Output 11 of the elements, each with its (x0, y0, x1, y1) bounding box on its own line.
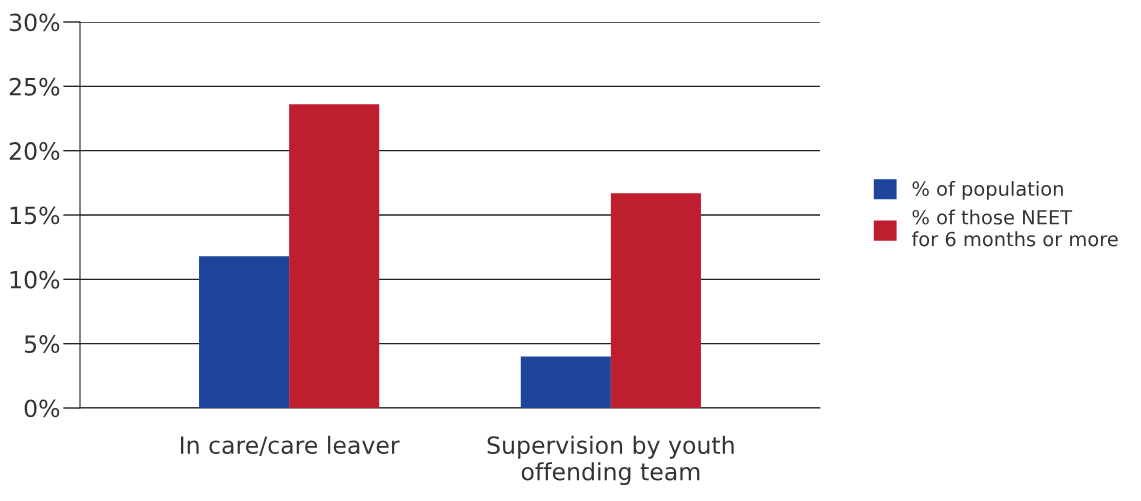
y-tick-label: 0% (24, 399, 60, 418)
y-tick-label: 20% (9, 142, 60, 160)
legend-label: % of population (912, 181, 1063, 200)
legend-label: % of those NEET for 6 months or more (911, 209, 1118, 247)
x-tick-label: In care/care leaver (180, 435, 400, 456)
y-tick-label: 25% (9, 77, 60, 96)
x-tick-label: Supervision by youth offending team (487, 435, 734, 486)
y-tick-label: 10% (10, 270, 60, 289)
y-tick-label: 5% (24, 335, 60, 353)
y-tick-label: 30% (9, 13, 60, 32)
y-tick-label: 15% (10, 206, 60, 225)
